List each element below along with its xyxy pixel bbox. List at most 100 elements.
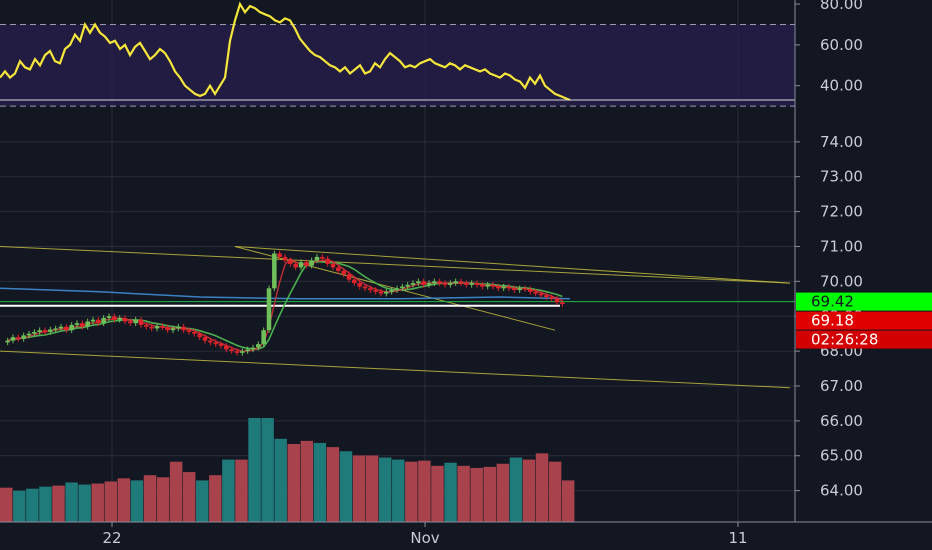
volume-bar bbox=[182, 472, 196, 522]
candle bbox=[405, 284, 410, 287]
volume-bar bbox=[326, 447, 340, 522]
volume-bar bbox=[561, 480, 575, 522]
candles bbox=[5, 250, 565, 356]
oscillator-band bbox=[0, 24, 795, 107]
time-axis[interactable]: 22 Nov 11 bbox=[0, 521, 932, 547]
candle bbox=[298, 262, 304, 268]
candle bbox=[122, 317, 128, 322]
candle bbox=[112, 316, 117, 320]
candle bbox=[480, 284, 485, 287]
candle bbox=[165, 327, 170, 331]
candle bbox=[400, 286, 405, 289]
oscillator-tick-label: 60.00 bbox=[820, 36, 863, 54]
price-tag-box bbox=[796, 311, 932, 330]
candle bbox=[133, 319, 138, 324]
moving-average-blue bbox=[0, 287, 571, 300]
candle bbox=[277, 253, 282, 257]
candle bbox=[506, 286, 512, 289]
oscillator-pane[interactable] bbox=[0, 1, 795, 107]
candle bbox=[170, 328, 176, 331]
candle bbox=[304, 262, 309, 266]
oscillator-tick-labels: 80.00 60.00 40.00 bbox=[795, 0, 863, 95]
volume-bar bbox=[117, 478, 131, 522]
candle bbox=[437, 281, 442, 284]
volume-bar bbox=[248, 418, 261, 522]
volume-bar bbox=[274, 438, 287, 522]
candle bbox=[37, 330, 42, 332]
candle bbox=[229, 349, 234, 352]
candle bbox=[106, 316, 112, 318]
trendline bbox=[234, 245, 791, 284]
candle bbox=[352, 279, 357, 284]
volume-bar bbox=[483, 466, 496, 522]
volume-bar bbox=[52, 485, 65, 522]
volume-bar bbox=[287, 444, 300, 522]
volume-bar bbox=[522, 459, 536, 522]
candle bbox=[266, 288, 272, 331]
price-tag-box bbox=[796, 292, 932, 311]
candle bbox=[554, 298, 560, 303]
volume-bars bbox=[0, 418, 575, 522]
candle bbox=[464, 283, 469, 285]
candle bbox=[138, 319, 144, 325]
volume-bar bbox=[444, 462, 457, 522]
oscillator-tick-label: 40.00 bbox=[820, 77, 863, 95]
price-scale[interactable]: 80.00 60.00 40.00 74.00 73.00 72.00 71.00 70.0… bbox=[794, 0, 932, 522]
candle bbox=[293, 263, 298, 268]
candle bbox=[160, 325, 165, 328]
candle bbox=[26, 333, 32, 336]
price-tag-label: 69.18 bbox=[811, 312, 854, 330]
price-pane[interactable] bbox=[0, 245, 795, 522]
candle bbox=[485, 284, 490, 287]
candle bbox=[53, 328, 58, 330]
volume-bar bbox=[26, 488, 39, 522]
volume-bar bbox=[457, 465, 470, 522]
candle bbox=[373, 290, 378, 292]
price-tick-label: 66.00 bbox=[820, 412, 863, 430]
candle bbox=[469, 283, 474, 285]
volume-bar bbox=[313, 442, 327, 522]
volume-bar bbox=[13, 490, 26, 522]
volume-bar bbox=[261, 418, 274, 522]
candle bbox=[64, 326, 69, 331]
candle bbox=[282, 256, 288, 261]
volume-bar bbox=[156, 477, 170, 522]
volume-bar bbox=[300, 440, 314, 522]
time-tick-label: Nov bbox=[410, 529, 439, 547]
candle bbox=[149, 326, 154, 329]
price-tick-label: 64.00 bbox=[820, 482, 863, 500]
volume-bar bbox=[91, 483, 104, 522]
candle bbox=[16, 337, 21, 339]
candle bbox=[474, 283, 480, 285]
candle bbox=[362, 286, 368, 289]
price-tick-label: 65.00 bbox=[820, 447, 863, 465]
price-tick-label: 72.00 bbox=[820, 203, 863, 221]
candle bbox=[256, 344, 261, 348]
candle bbox=[10, 337, 16, 341]
candle bbox=[197, 333, 202, 338]
price-tick-label: 67.00 bbox=[820, 377, 863, 395]
volume-bar bbox=[418, 460, 431, 522]
candle bbox=[181, 326, 186, 331]
candle bbox=[208, 340, 213, 343]
candle bbox=[560, 302, 565, 305]
volume-bar bbox=[169, 461, 183, 522]
candle bbox=[186, 330, 192, 332]
volume-bar bbox=[431, 465, 444, 522]
time-tick-labels: 22 Nov 11 bbox=[102, 522, 748, 547]
trendline bbox=[0, 350, 791, 389]
volume-bar bbox=[143, 475, 157, 522]
candle bbox=[128, 321, 133, 324]
candle bbox=[96, 319, 101, 324]
candle bbox=[144, 324, 149, 327]
price-tick-label: 74.00 bbox=[820, 133, 863, 151]
oscillator-line bbox=[0, 1, 571, 102]
candle bbox=[410, 283, 416, 285]
candle bbox=[378, 291, 384, 294]
volume-bar bbox=[0, 487, 13, 522]
candle bbox=[426, 283, 432, 285]
candle bbox=[549, 297, 554, 299]
candle bbox=[74, 323, 80, 325]
